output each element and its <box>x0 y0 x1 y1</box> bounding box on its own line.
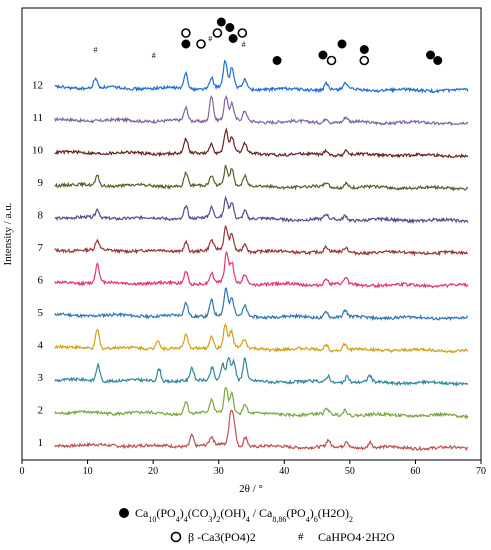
legend-label-open: β -Ca3(PO4)2 <box>188 530 256 544</box>
marker-open-circle <box>212 28 223 38</box>
series-label-10: 10 <box>32 145 44 157</box>
marker-filled-circle <box>426 50 436 60</box>
x-axis-label: 2θ / ° <box>239 483 263 495</box>
x-tick-label-10: 10 <box>83 466 93 477</box>
series-label-7: 7 <box>38 242 44 254</box>
series-line-9 <box>54 164 469 192</box>
x-tick-label-0: 0 <box>20 466 25 477</box>
marker-filled-circle <box>433 56 443 65</box>
series-label-8: 8 <box>38 210 44 222</box>
marker-filled-circle <box>337 39 347 49</box>
y-axis-label: Intensity / a.u. <box>2 202 14 265</box>
marker-hash: # <box>93 46 97 55</box>
plot-frame <box>21 7 482 461</box>
series-line-12 <box>54 59 469 94</box>
series-label-6: 6 <box>38 275 44 287</box>
x-tick-label-60: 60 <box>410 466 420 477</box>
series-line-8 <box>54 195 469 224</box>
series-label-9: 9 <box>38 177 44 189</box>
legend-filled-circle <box>119 508 129 518</box>
marker-open-circle <box>237 28 248 38</box>
series-line-6 <box>54 250 469 289</box>
marker-filled-circle <box>318 50 328 60</box>
series-group <box>54 59 469 452</box>
series-line-4 <box>54 323 469 354</box>
marker-open-circle <box>359 55 370 66</box>
marker-filled-circle <box>359 45 369 54</box>
series-line-10 <box>54 127 469 159</box>
marker-filled-circle <box>228 34 238 43</box>
marker-hash: # <box>152 51 156 60</box>
series-label-2: 2 <box>38 405 44 417</box>
marker-open-circle <box>196 39 206 49</box>
series-label-12: 12 <box>32 80 43 92</box>
marker-filled-circle <box>181 39 191 49</box>
series-label-4: 4 <box>38 340 44 352</box>
legend-label-filled: Ca10(PO4)4(CO3)2(OH)4 / Ca8,86(PO4)6(H2O… <box>135 506 353 524</box>
marker-open-circle <box>326 55 337 66</box>
x-tick-label-50: 50 <box>345 466 355 477</box>
legend: Ca10(PO4)4(CO3)2(OH)4 / Ca8,86(PO4)6(H2O… <box>119 506 395 544</box>
marker-filled-circle <box>216 17 226 27</box>
series-line-5 <box>54 287 468 322</box>
series-line-7 <box>54 224 469 257</box>
legend-label-hash: CaHPO4·2H2O <box>318 530 395 544</box>
legend-open-circle <box>170 531 182 543</box>
series-label-1: 1 <box>38 437 44 449</box>
x-tick-label-30: 30 <box>214 466 224 477</box>
series-line-2 <box>54 386 469 420</box>
marker-hash: # <box>242 40 246 49</box>
series-line-1 <box>54 409 469 452</box>
series-label-3: 3 <box>38 372 44 384</box>
marker-open-circle <box>181 28 191 38</box>
series-label-5: 5 <box>38 307 44 319</box>
series-label-11: 11 <box>32 112 43 124</box>
peak-markers: # # # # <box>93 17 443 66</box>
x-tick-label-20: 20 <box>148 466 158 477</box>
x-tick-label-70: 70 <box>476 466 486 477</box>
series-line-3 <box>54 356 469 387</box>
marker-hash: # <box>208 35 212 44</box>
legend-hash-symbol: # <box>298 531 304 543</box>
x-axis-ticks: 0 10 20 30 40 50 60 70 <box>20 460 486 477</box>
marker-filled-circle <box>272 56 282 65</box>
marker-filled-circle <box>225 23 235 32</box>
x-tick-label-40: 40 <box>279 466 289 477</box>
series-line-11 <box>54 94 469 127</box>
